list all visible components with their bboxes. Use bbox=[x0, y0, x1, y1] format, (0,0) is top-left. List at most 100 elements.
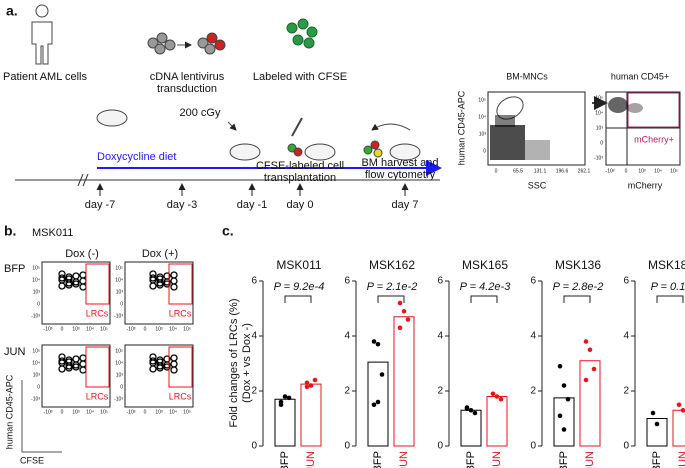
y-tick-label: 6 bbox=[623, 276, 629, 287]
cell-cluster bbox=[79, 360, 87, 368]
x-tick-label: 10⁵ bbox=[100, 409, 108, 415]
y-tick-label: 10³ bbox=[479, 131, 487, 137]
y-tick-label: 10⁵ bbox=[115, 348, 123, 354]
cell-cluster bbox=[72, 272, 80, 280]
panel-label: a. bbox=[6, 3, 18, 19]
data-point bbox=[591, 366, 597, 372]
gate-label: LRCs bbox=[86, 391, 109, 401]
flow-title: BM-MNCs bbox=[506, 71, 548, 81]
chart-title: MSK162 bbox=[369, 258, 415, 272]
significance-bracket bbox=[377, 295, 405, 303]
day-label: day -1 bbox=[237, 199, 268, 211]
y-tick-label: 0 bbox=[120, 384, 123, 390]
chart-title: MSK011 bbox=[276, 258, 321, 272]
y-tick-label: 0 bbox=[344, 441, 350, 452]
cell-cluster bbox=[79, 277, 87, 285]
x-tick-label: JUN bbox=[305, 451, 317, 468]
significance-bracket bbox=[656, 295, 684, 303]
data-point bbox=[282, 394, 288, 399]
significance-bracket bbox=[284, 295, 312, 303]
cell-cluster bbox=[170, 360, 178, 368]
cell-cluster bbox=[58, 365, 66, 373]
y-tick-label: 10⁵ bbox=[595, 95, 603, 101]
y-tick-label: 4 bbox=[437, 331, 443, 342]
bar bbox=[393, 316, 415, 447]
data-point bbox=[371, 402, 377, 408]
x-tick-label: 0 bbox=[61, 326, 64, 332]
axis-label: CFSE bbox=[20, 455, 44, 465]
data-point bbox=[397, 325, 403, 331]
row-label: BFP bbox=[4, 263, 25, 275]
cell-cluster bbox=[79, 271, 87, 279]
x-tick-label: 10⁵ bbox=[100, 326, 108, 332]
lrc-gate bbox=[168, 263, 193, 305]
step-label: CFSE-labeled cell bbox=[256, 160, 344, 172]
x-tick-label: 0 bbox=[144, 409, 147, 415]
step-label: Labeled with CFSE bbox=[253, 71, 347, 83]
y-tick-label: 0 bbox=[37, 301, 40, 307]
x-tick-label: JUN bbox=[584, 451, 596, 468]
y-tick-label: -10³ bbox=[114, 313, 123, 319]
data-point bbox=[286, 395, 292, 401]
axis-label: human CD45-APC bbox=[4, 374, 14, 449]
gate-label: LRCs bbox=[86, 308, 109, 318]
day-label: day 7 bbox=[392, 199, 419, 211]
y-tick-label: 10⁴ bbox=[115, 277, 123, 283]
y-tick-label: 4 bbox=[623, 331, 629, 342]
flow-title: human CD45+ bbox=[611, 71, 669, 81]
data-point bbox=[654, 421, 660, 427]
y-tick-label: 0 bbox=[120, 301, 123, 307]
step-label: 200 cGy bbox=[180, 107, 221, 119]
data-point bbox=[464, 406, 470, 412]
y-tick-label: -10³ bbox=[31, 313, 40, 319]
day-label: day -7 bbox=[85, 199, 116, 211]
data-point bbox=[472, 410, 478, 416]
cell-cluster bbox=[163, 361, 171, 369]
bar bbox=[486, 396, 508, 447]
sample-label: MSK011 bbox=[32, 227, 73, 239]
x-tick-label: -10³ bbox=[44, 409, 53, 415]
data-point bbox=[379, 372, 385, 377]
significance-bracket bbox=[470, 295, 498, 303]
cell-cluster bbox=[156, 362, 164, 370]
x-tick-label: 10⁵ bbox=[183, 409, 191, 415]
axis-label: human CD45-APC bbox=[456, 90, 466, 165]
x-tick-label: JUN bbox=[398, 451, 410, 468]
x-tick-label: -10³ bbox=[44, 326, 53, 332]
axis-label: Fold changes of LRCs (%) bbox=[228, 299, 240, 428]
bar bbox=[300, 383, 322, 447]
gate-label: LRCs bbox=[169, 308, 192, 318]
data-point bbox=[561, 427, 567, 432]
data-point bbox=[401, 308, 407, 314]
x-tick-label: -10³ bbox=[127, 326, 136, 332]
x-tick-label: JUN bbox=[677, 451, 685, 468]
data-point bbox=[650, 410, 656, 416]
x-tick-label: 10³ bbox=[72, 326, 80, 332]
cell-cluster bbox=[72, 361, 80, 369]
step-label: cDNA lentivirus bbox=[150, 71, 225, 83]
data-point bbox=[557, 413, 563, 419]
y-tick-label: 10³ bbox=[116, 372, 124, 378]
plot-frame bbox=[124, 344, 194, 408]
cell-cluster bbox=[163, 278, 171, 286]
x-tick-label: 10⁴ bbox=[86, 409, 94, 415]
y-tick-label: 6 bbox=[530, 276, 536, 287]
text-layer: a. Patient AML cells cDNA lentivirus tra… bbox=[3, 3, 674, 466]
illustrations bbox=[15, 4, 681, 453]
step-label: flow cytometry bbox=[365, 169, 436, 181]
x-tick-label: BFP bbox=[372, 451, 384, 468]
significance-bracket bbox=[563, 295, 591, 303]
bar bbox=[646, 418, 668, 447]
panel-label: b. bbox=[4, 223, 16, 239]
x-tick-label: 0 bbox=[61, 409, 64, 415]
y-tick-label: 10⁵ bbox=[478, 97, 486, 103]
cell-cluster bbox=[170, 271, 178, 279]
data-point bbox=[312, 377, 318, 383]
x-tick-label: 131.1 bbox=[534, 168, 547, 174]
data-point bbox=[490, 391, 496, 397]
y-tick-label: 2 bbox=[344, 386, 350, 397]
data-point bbox=[583, 339, 589, 344]
y-tick-label: 4 bbox=[530, 331, 536, 342]
data-point bbox=[494, 394, 500, 399]
